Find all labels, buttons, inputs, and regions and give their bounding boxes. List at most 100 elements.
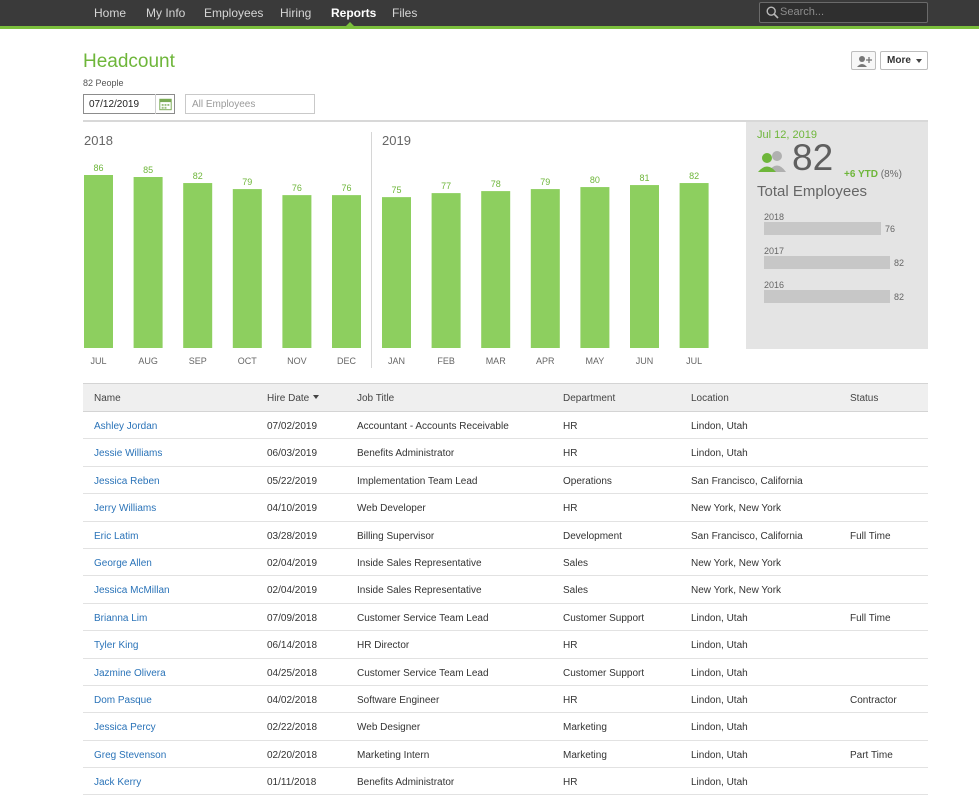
table-row[interactable]: Jessie Williams 06/03/2019 Benefits Admini…	[83, 439, 928, 467]
hire-date: 04/25/2018	[267, 667, 318, 679]
nav-files[interactable]: Files	[392, 6, 418, 20]
ytd-change-value: +6 YTD	[844, 169, 878, 180]
status: Part Time	[850, 749, 893, 761]
job-title: Billing Supervisor	[357, 530, 435, 542]
table-row[interactable]: Jazmine Olivera 04/25/2018 Customer Servic…	[83, 659, 928, 686]
calendar-icon[interactable]	[155, 94, 175, 114]
year-label-2019: 2019	[382, 133, 411, 148]
employee-name-link[interactable]: Jazmine Olivera	[94, 667, 166, 679]
history-bar	[764, 222, 881, 235]
location: Lindon, Utah	[691, 694, 748, 706]
department: Sales	[563, 557, 589, 569]
employee-name-link[interactable]: Tyler King	[94, 640, 139, 652]
employee-name-link[interactable]: Jessica Reben	[94, 475, 160, 487]
employee-name-link[interactable]: Jessica Percy	[94, 722, 156, 734]
more-button[interactable]: More	[880, 51, 928, 70]
more-label: More	[887, 55, 911, 66]
department: HR	[563, 421, 578, 432]
active-nav-indicator	[344, 22, 356, 28]
table-row[interactable]: George Allen 02/04/2019 Inside Sales Repre…	[83, 549, 928, 577]
department: Customer Support	[563, 667, 645, 679]
table-row[interactable]: Eric Latim 03/28/2019 Billing Supervisor De…	[83, 522, 928, 549]
hire-date: 07/02/2019	[267, 421, 318, 432]
column-header-job-title[interactable]: Job Title	[357, 393, 395, 404]
sort-down-icon	[313, 395, 320, 399]
employee-filter[interactable]: All Employees	[185, 94, 315, 114]
nav-home[interactable]: Home	[94, 6, 127, 20]
job-title: Accountant - Accounts Receivable	[357, 421, 509, 432]
table-row[interactable]: Jerry Williams 04/10/2019 Web Developer HR N…	[83, 494, 928, 522]
table-row[interactable]: Jack Kerry 01/11/2018 Benefits Administrat…	[83, 768, 928, 796]
employee-name-link[interactable]: Dom Pasque	[94, 694, 152, 706]
table-row[interactable]: Tyler King 06/14/2018 HR Director HR Lindon,…	[83, 631, 928, 659]
people-count: 82 People	[83, 78, 124, 88]
nav-reports[interactable]: Reports	[331, 6, 377, 20]
year-divider	[371, 132, 372, 368]
history-bar	[764, 256, 890, 269]
job-title: Benefits Administrator	[357, 777, 455, 789]
location: Lindon, Utah	[691, 421, 748, 432]
department: Customer Support	[563, 612, 645, 624]
table-body: Ashley Jordan 07/02/2019 Accountant - Acco…	[83, 412, 928, 796]
job-title: Software Engineer	[357, 694, 440, 706]
table-row[interactable]: Jessica Reben 05/22/2019 Implementation Te…	[83, 467, 928, 495]
date-field[interactable]: 07/12/2019	[83, 94, 175, 114]
nav-employees[interactable]: Employees	[204, 6, 264, 20]
chevron-down-icon	[916, 59, 922, 63]
table-row[interactable]: Ashley Jordan 07/02/2019 Accountant - Acco…	[83, 412, 928, 440]
column-header-hire-date[interactable]: Hire Date	[267, 393, 320, 404]
job-title: Web Developer	[357, 503, 426, 515]
table-row[interactable]: Greg Stevenson 02/20/2018 Marketing Intern…	[83, 741, 928, 769]
date-value: 07/12/2019	[89, 99, 140, 110]
column-header-status[interactable]: Status	[850, 393, 879, 404]
job-title: Marketing Intern	[357, 749, 430, 761]
employee-name-link[interactable]: Brianna Lim	[94, 612, 148, 624]
table-row[interactable]: Brianna Lim 07/09/2018 Customer Service Te…	[83, 604, 928, 632]
hire-date: 05/22/2019	[267, 475, 318, 487]
hire-date: 07/09/2018	[267, 612, 318, 624]
year-label-2018: 2018	[84, 133, 113, 148]
department: Sales	[563, 585, 589, 597]
hire-date: 06/03/2019	[267, 448, 318, 460]
table-row[interactable]: Jessica McMillan 02/04/2019 Inside Sales R…	[83, 576, 928, 604]
location: San Francisco, California	[691, 475, 803, 487]
employee-name-link[interactable]: Eric Latim	[94, 530, 139, 542]
hire-date: 02/22/2018	[267, 722, 318, 734]
table-header: Name Hire Date Job Title Department Loca…	[83, 383, 928, 412]
nav-my-info[interactable]: My Info	[146, 6, 186, 20]
employee-name-link[interactable]: George Allen	[94, 557, 152, 569]
employee-name-link[interactable]: Jessica McMillan	[94, 585, 170, 597]
search-placeholder: Search...	[780, 6, 825, 18]
history-year-label: 2016	[764, 280, 785, 290]
nav-hiring[interactable]: Hiring	[280, 6, 312, 20]
status: Contractor	[850, 694, 897, 706]
search-input[interactable]: Search...	[759, 2, 928, 23]
table-row[interactable]: Jessica Percy 02/22/2018 Web Designer Marke…	[83, 713, 928, 741]
location: New York, New York	[691, 585, 782, 597]
status: Full Time	[850, 530, 891, 542]
column-header-name[interactable]: Name	[94, 393, 121, 404]
history-value: 82	[894, 292, 905, 302]
employee-name-link[interactable]: Ashley Jordan	[94, 421, 158, 432]
history-bar	[764, 290, 890, 303]
total-employees-number: 82	[792, 137, 834, 178]
location: New York, New York	[691, 557, 782, 569]
add-person-icon	[857, 56, 872, 67]
employee-table: Name Hire Date Job Title Department Loca…	[83, 383, 928, 796]
column-header-location[interactable]: Location	[691, 393, 729, 404]
employee-name-link[interactable]: Jessie Williams	[94, 448, 163, 460]
add-person-button[interactable]	[851, 51, 876, 70]
hire-date: 04/10/2019	[267, 503, 318, 515]
job-title: Customer Service Team Lead	[357, 667, 489, 679]
employee-name-link[interactable]: Jack Kerry	[94, 777, 142, 789]
column-header-department[interactable]: Department	[563, 393, 616, 404]
job-title: HR Director	[357, 640, 410, 652]
hire-date: 03/28/2019	[267, 530, 318, 542]
employee-name-link[interactable]: Greg Stevenson	[94, 749, 167, 761]
job-title: Web Designer	[357, 722, 421, 734]
history-year-label: 2018	[764, 212, 785, 222]
table-row[interactable]: Dom Pasque 04/02/2018 Software Engineer HR L…	[83, 686, 928, 714]
employee-name-link[interactable]: Jerry Williams	[94, 503, 157, 515]
job-title: Implementation Team Lead	[357, 475, 478, 487]
location: San Francisco, California	[691, 530, 803, 542]
